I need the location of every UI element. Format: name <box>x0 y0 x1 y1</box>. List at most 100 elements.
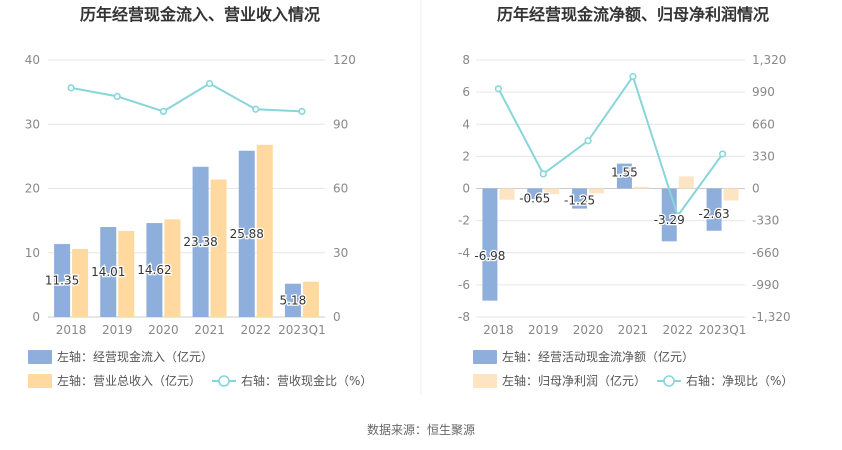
left-axis-tick-label: 4 <box>462 117 470 131</box>
bar-data-label: -6.98 <box>474 249 505 263</box>
x-axis-tick-label: 2018 <box>56 323 87 337</box>
x-axis-tick-label: 2021 <box>618 323 649 337</box>
data-source-note: 数据来源：恒生聚源 <box>367 422 475 437</box>
x-axis-tick-label: 2022 <box>240 323 271 337</box>
ratio-point <box>539 170 547 178</box>
left-axis-tick-label: -2 <box>458 214 470 228</box>
bar-primary <box>192 166 209 317</box>
bar-data-label: 11.35 <box>45 274 79 288</box>
x-axis-tick-label: 2021 <box>194 323 225 337</box>
bar-secondary <box>256 144 273 317</box>
chart-title: 历年经营现金流净额、归母净利润情况 <box>497 5 769 24</box>
x-axis-tick-label: 2020 <box>573 323 604 337</box>
bar-primary <box>284 283 301 317</box>
bar-primary <box>616 163 632 189</box>
bar-primary <box>146 223 163 317</box>
right-axis-tick-label: 0 <box>752 182 760 196</box>
ratio-point <box>298 107 306 115</box>
ratio-point <box>584 137 592 145</box>
left-axis-tick-label: -8 <box>458 310 470 324</box>
bar-data-label: 14.62 <box>137 263 171 277</box>
left-axis-tick-label: 10 <box>25 246 40 260</box>
legend-swatch-marker <box>663 375 675 387</box>
x-axis-tick-label: 2022 <box>662 323 693 337</box>
x-axis-tick-label: 2019 <box>528 323 559 337</box>
bar-secondary <box>723 188 739 201</box>
bar-secondary <box>589 188 605 194</box>
x-axis-tick-label: 2019 <box>102 323 133 337</box>
bar-data-label: -3.29 <box>654 213 685 227</box>
bar-data-label: 1.55 <box>611 166 638 180</box>
bar-data-label: 25.88 <box>230 227 264 241</box>
x-axis-tick-label: 2023Q1 <box>699 323 747 337</box>
left-axis-tick-label: 2 <box>462 149 470 163</box>
bar-secondary <box>302 281 319 317</box>
bar-secondary <box>118 230 135 317</box>
left-chart: 历年经营现金流入、营业收入情况 0 10 20 30 40 0 30 60 90 120 2018 20… <box>25 5 372 388</box>
legend-label: 左轴：经营现金流入（亿元） <box>57 349 213 364</box>
legend-swatch-bar <box>28 374 52 388</box>
right-axis-tick-label: 330 <box>752 149 775 163</box>
right-axis-tick-label: 30 <box>333 246 348 260</box>
left-axis-tick-label: 40 <box>25 53 40 67</box>
right-axis-tick-label: 660 <box>752 117 775 131</box>
right-axis-tick-label: -660 <box>752 246 779 260</box>
bar-primary <box>100 226 117 317</box>
left-axis-tick-label: -4 <box>458 246 470 260</box>
bar-primary <box>238 150 255 317</box>
ratio-point <box>252 105 260 113</box>
left-axis-tick-label: 8 <box>462 53 470 67</box>
legend-swatch-marker <box>218 375 230 387</box>
right-axis-tick-label: 60 <box>333 182 348 196</box>
ratio-point <box>494 85 503 93</box>
right-axis-tick-label: 120 <box>333 53 356 67</box>
right-axis-tick-label: -1,320 <box>752 310 791 324</box>
left-axis-tick-label: 0 <box>32 310 40 324</box>
right-axis-tick-label: 1,320 <box>752 53 786 67</box>
legend-swatch-bar <box>473 350 497 364</box>
bar-data-label: 14.01 <box>91 265 125 279</box>
bar-secondary <box>72 248 89 317</box>
ratio-point <box>159 107 168 115</box>
legend-label: 左轴：营业总收入（亿元） <box>57 373 201 388</box>
ratio-point <box>674 212 682 220</box>
ratio-point <box>718 150 727 158</box>
bar-primary <box>527 188 543 199</box>
ratio-line <box>497 74 724 218</box>
left-axis-tick-label: 30 <box>25 117 40 131</box>
x-axis-tick-label: 2018 <box>483 323 514 337</box>
bar-secondary <box>633 186 649 189</box>
bar-primary <box>572 188 588 209</box>
bar-primary <box>706 188 722 231</box>
bar-secondary <box>210 179 227 317</box>
bar-data-label: -0.65 <box>519 192 550 206</box>
right-chart: 历年经营现金流净额、归母净利润情况 -8 -6 -4 -2 0 2 4 6 8 -1,320 -990… <box>458 5 793 388</box>
bar-secondary <box>164 219 181 317</box>
ratio-point <box>629 72 637 81</box>
x-axis-tick-label: 2020 <box>148 323 179 337</box>
legend-swatch-bar <box>28 350 52 364</box>
x-axis-tick-label: 2023Q1 <box>278 323 326 337</box>
left-axis-tick-label: 6 <box>462 85 470 99</box>
bar-data-label: 23.38 <box>183 235 217 249</box>
ratio-line <box>70 82 302 113</box>
legend-label: 左轴：归母净利润（亿元） <box>502 373 646 388</box>
bar-primary <box>54 244 71 317</box>
left-axis-tick-label: -6 <box>458 278 470 292</box>
bar-secondary <box>544 188 560 195</box>
bar-secondary <box>678 176 694 189</box>
legend-swatch-bar <box>473 374 497 388</box>
ratio-point <box>113 92 121 101</box>
ratio-point <box>67 84 75 92</box>
legend-label: 左轴：经营活动现金流净额（亿元） <box>502 349 694 364</box>
left-axis-tick-label: 0 <box>462 182 470 196</box>
bar-secondary <box>499 188 515 200</box>
right-axis-tick-label: 990 <box>752 85 775 99</box>
legend-label: 右轴：营收现金比（%） <box>241 373 372 388</box>
right-axis-tick-label: -330 <box>752 214 779 228</box>
ratio-point <box>205 79 214 88</box>
bar-data-label: -1.25 <box>564 194 595 208</box>
left-axis-tick-label: 20 <box>25 182 40 196</box>
right-axis-tick-label: 90 <box>333 117 348 131</box>
